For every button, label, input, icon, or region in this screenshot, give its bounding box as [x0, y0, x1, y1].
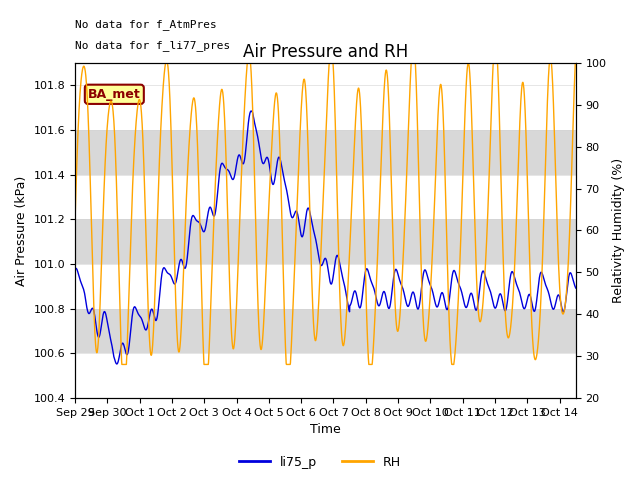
Bar [75, 309, 576, 353]
Title: Air Pressure and RH: Air Pressure and RH [243, 44, 408, 61]
X-axis label: Time: Time [310, 423, 340, 436]
Text: No data for f_AtmPres: No data for f_AtmPres [75, 20, 217, 30]
Text: No data for f_li77_pres: No data for f_li77_pres [75, 40, 230, 50]
Y-axis label: Relativity Humidity (%): Relativity Humidity (%) [612, 158, 625, 303]
Bar [75, 130, 576, 175]
Bar [75, 219, 576, 264]
Text: BA_met: BA_met [88, 88, 141, 101]
Legend: li75_p, RH: li75_p, RH [234, 451, 406, 474]
Y-axis label: Air Pressure (kPa): Air Pressure (kPa) [15, 175, 28, 286]
